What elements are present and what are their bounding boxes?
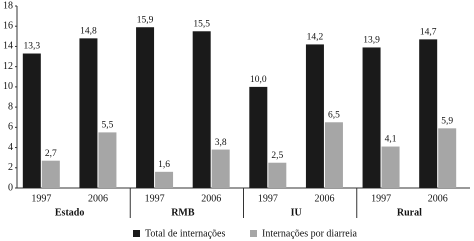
value-label: 2,5 [271,151,283,161]
bar [79,38,98,188]
y-tick-label: 6 [8,122,13,133]
value-label: 5,9 [441,117,453,127]
x-tick-label: 2006 [201,193,221,204]
bar [249,86,268,188]
bar [211,149,230,188]
x-tick-label: 2006 [88,193,108,204]
value-label: 10,0 [250,75,267,85]
bar [438,128,457,188]
value-label: 1,6 [158,160,170,170]
y-tick-label: 4 [8,142,13,153]
value-label: 15,9 [137,15,154,25]
x-tick-label: 1997 [145,193,165,204]
y-tick-label: 2 [8,162,13,173]
value-label: 5,5 [102,121,114,131]
value-label: 14,8 [80,27,97,37]
bar [136,27,155,188]
value-label: 14,2 [307,33,324,43]
value-label: 4,1 [385,135,397,145]
value-label: 3,8 [215,138,227,148]
group-label: Estado [55,207,84,218]
y-tick-label: 0 [8,182,13,193]
x-tick-label: 1997 [371,193,391,204]
legend-label: Total de internações [145,228,225,239]
bar [41,160,60,188]
y-tick-label: 14 [3,41,13,52]
group-label: IU [291,207,302,218]
bar [22,53,41,189]
value-label: 13,3 [24,42,41,52]
x-tick-label: 2006 [428,193,448,204]
bar [324,122,343,188]
bar [362,47,381,189]
value-label: 15,5 [193,19,210,29]
x-tick-label: 1997 [31,193,51,204]
bar [192,31,211,189]
group-label: Rural [397,207,422,218]
value-label: 14,7 [420,28,437,38]
y-tick-label: 12 [3,61,13,72]
bar [98,132,117,188]
bar [268,162,287,188]
bar [419,39,438,188]
group-label: RMB [171,207,195,218]
x-tick-label: 1997 [258,193,278,204]
value-label: 13,9 [363,36,380,46]
value-label: 6,5 [328,110,340,120]
legend-swatch [250,230,257,237]
x-tick-label: 2006 [314,193,334,204]
y-tick-label: 10 [3,81,13,92]
bar [305,44,324,188]
bar [381,146,400,188]
bar [155,171,174,188]
value-label: 2,7 [45,149,57,159]
y-tick-label: 8 [8,101,13,112]
legend-swatch [133,230,140,237]
y-tick-label: 18 [3,0,13,11]
legend-label: Internações por diarreia [262,228,358,239]
y-tick-label: 16 [3,21,13,32]
